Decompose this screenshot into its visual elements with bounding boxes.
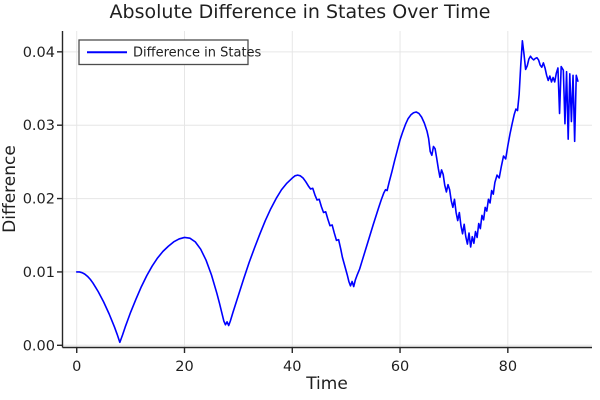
y-tick-label: 0.00 bbox=[23, 338, 55, 354]
y-axis-label: Difference bbox=[0, 145, 20, 233]
gridlines bbox=[62, 31, 592, 348]
series-layer bbox=[75, 40, 579, 344]
y-tick-label: 0.04 bbox=[23, 45, 55, 61]
difference-line-series bbox=[75, 40, 579, 344]
x-tick-label: 60 bbox=[391, 359, 409, 375]
axes bbox=[61, 31, 592, 349]
chart-title: Absolute Difference in States Over Time bbox=[110, 1, 491, 23]
x-axis-label: Time bbox=[305, 374, 348, 394]
y-tick-label: 0.01 bbox=[23, 265, 55, 281]
x-tick-label: 40 bbox=[283, 359, 301, 375]
x-tick-label: 20 bbox=[175, 359, 193, 375]
x-tick-label: 80 bbox=[499, 359, 517, 375]
x-tick-label: 0 bbox=[72, 359, 81, 375]
y-tick-label: 0.03 bbox=[23, 118, 55, 134]
tick-labels: 0 20 40 60 80 0.00 0.01 0.02 0.03 0.04 bbox=[23, 45, 517, 375]
tick-marks bbox=[57, 51, 509, 353]
legend-entry-label: Difference in States bbox=[133, 46, 262, 61]
y-tick-label: 0.02 bbox=[23, 192, 55, 208]
legend: Difference in States bbox=[78, 39, 262, 66]
